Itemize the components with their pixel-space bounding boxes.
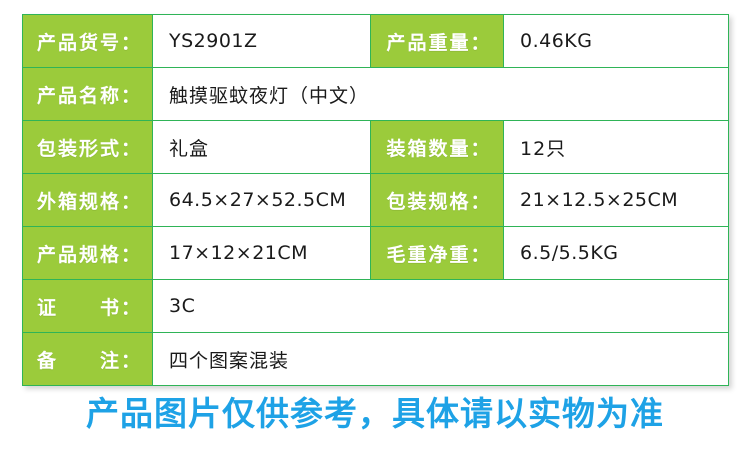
table-row: 产品货号： YS2901Z 产品重量： 0.46KG (22, 14, 729, 68)
spec-label-product-name: 产品名称： (22, 67, 153, 121)
table-row: 产品规格： 17×12×21CM 毛重净重： 6.5/5.5KG (22, 226, 729, 280)
table-row: 外箱规格： 64.5×27×52.5CM 包装规格： 21×12.5×25CM (22, 173, 729, 227)
spec-value-remark: 四个图案混装 (152, 332, 729, 386)
table-row: 产品名称： 触摸驱蚊夜灯（中文） (22, 67, 729, 121)
spec-value-product-size: 17×12×21CM (152, 226, 371, 280)
spec-label-package-form: 包装形式： (22, 120, 153, 174)
spec-label-text: 包装规格： (386, 190, 492, 213)
disclaimer-note: 产品图片仅供参考，具体请以实物为准 (86, 394, 664, 433)
spec-label-gross-net-weight: 毛重净重： (370, 226, 504, 280)
spec-label-text: 产品规格： (36, 243, 142, 266)
spec-label-text: 外箱规格： (36, 190, 142, 213)
spec-label-text: 备 注： (36, 349, 142, 372)
spec-value-gross-net-weight: 6.5/5.5KG (503, 226, 729, 280)
spec-value-carton-size: 64.5×27×52.5CM (152, 173, 371, 227)
spec-label-text: 产品名称： (36, 84, 142, 107)
spec-value-carton-quantity: 12只 (503, 120, 729, 174)
spec-value-product-weight: 0.46KG (503, 14, 729, 68)
spec-value-product-code: YS2901Z (152, 14, 371, 68)
spec-label-package-size: 包装规格： (370, 173, 504, 227)
spec-label-certificate: 证 书： (22, 279, 153, 333)
spec-value-certificate: 3C (152, 279, 729, 333)
spec-label-carton-quantity: 装箱数量： (370, 120, 504, 174)
spec-label-product-size: 产品规格： (22, 226, 153, 280)
spec-value-package-form: 礼盒 (152, 120, 371, 174)
spec-label-text: 证 书： (36, 296, 142, 319)
spec-label-product-weight: 产品重量： (370, 14, 504, 68)
specification-table: 产品货号： YS2901Z 产品重量： 0.46KG 产品名称： 触摸驱蚊夜灯（… (22, 14, 729, 386)
spec-value-package-size: 21×12.5×25CM (503, 173, 729, 227)
spec-label-carton-size: 外箱规格： (22, 173, 153, 227)
table-row: 备 注： 四个图案混装 (22, 332, 729, 386)
spec-label-text: 装箱数量： (386, 137, 492, 160)
spec-label-text: 产品货号： (36, 31, 142, 54)
spec-value-product-name: 触摸驱蚊夜灯（中文） (152, 67, 729, 121)
spec-label-remark: 备 注： (22, 332, 153, 386)
table-row: 证 书： 3C (22, 279, 729, 333)
spec-label-product-code: 产品货号： (22, 14, 153, 68)
spec-label-text: 包装形式： (36, 137, 142, 160)
table-row: 包装形式： 礼盒 装箱数量： 12只 (22, 120, 729, 174)
spec-label-text: 产品重量： (386, 31, 492, 54)
spec-label-text: 毛重净重： (386, 243, 492, 266)
